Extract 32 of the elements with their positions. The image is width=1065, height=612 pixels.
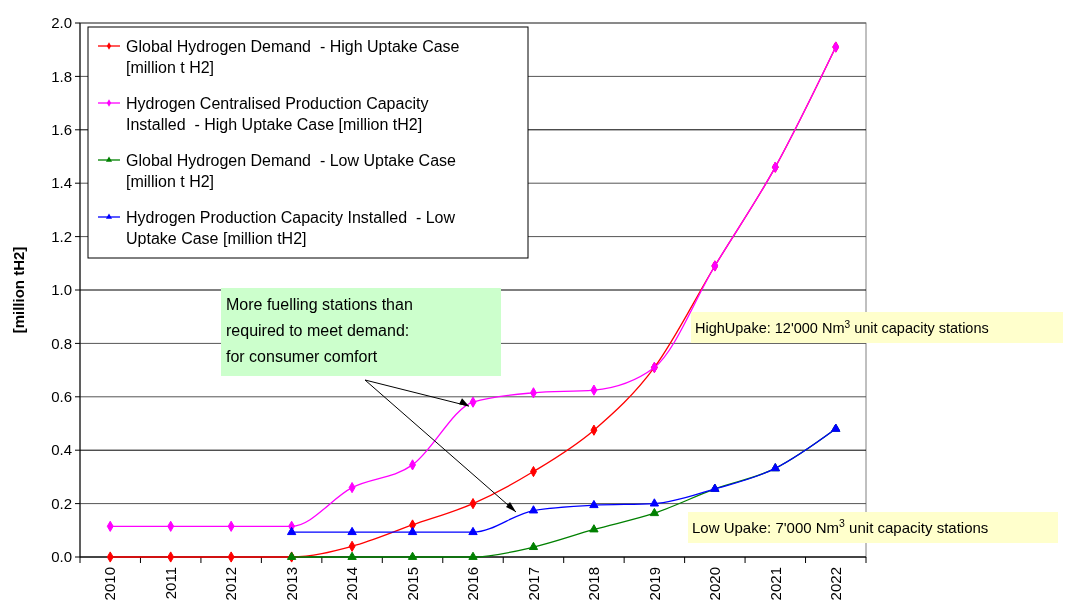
y-tick-label: 1.6 [51, 121, 72, 139]
legend-label: Global Hydrogen Demand - Low Uptake Case [million t H2] [126, 151, 457, 190]
y-tick-label: 0.4 [51, 441, 72, 459]
x-tick-label: 2010 [101, 567, 119, 601]
x-tick-label: 2011 [161, 567, 179, 600]
x-tick-label: 2020 [706, 567, 724, 601]
y-tick-label: 0.8 [51, 334, 72, 352]
x-tick-label: 2021 [766, 567, 784, 601]
x-tick-label: 2018 [585, 567, 603, 601]
x-tick-label: 2022 [827, 567, 845, 601]
y-tick-label: 0.0 [51, 548, 72, 566]
y-tick-label: 1.0 [51, 281, 72, 299]
x-tick-label: 2015 [403, 567, 421, 601]
legend-label: Global Hydrogen Demand - High Uptake Case [million t H2] [126, 37, 460, 76]
annotation: More fuelling stations than required to meet demand: for consumer comfort [226, 295, 413, 365]
x-tick-label: 2016 [464, 567, 482, 601]
x-tick-label: 2019 [645, 567, 663, 601]
x-tick-label: 2012 [222, 567, 240, 601]
annotation: Low Upake: 7'000 Nm$^{3}$ unit capacity stations [692, 517, 989, 536]
y-tick-label: 1.4 [51, 174, 72, 192]
legend-label: Hydrogen Centralised Production Capacity Installed - High Uptake Case [million tH2] [126, 94, 429, 133]
x-tick-label: 2014 [343, 567, 361, 601]
x-tick-label: 2013 [282, 567, 300, 601]
y-axis-title: [million tH2] [10, 246, 27, 334]
annotation: HighUpake: 12'000 Nm$^{3}$ unit capacity stations [695, 318, 989, 336]
y-tick-label: 0.2 [51, 494, 72, 512]
y-tick-label: 0.6 [51, 388, 72, 406]
y-tick-label: 1.8 [51, 67, 72, 85]
x-tick-label: 2017 [524, 567, 542, 601]
y-tick-label: 2.0 [51, 14, 72, 32]
legend-label: Hydrogen Production Capacity Installed - Low Uptake Case [million tH2] [126, 208, 456, 247]
y-tick-label: 1.2 [51, 227, 72, 245]
